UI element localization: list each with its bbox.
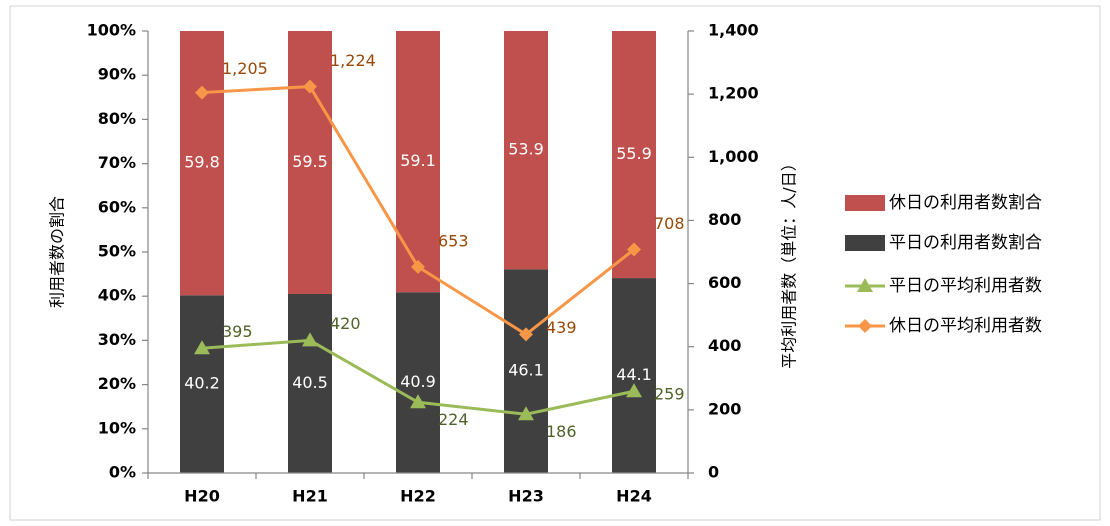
- data-label: 395: [222, 322, 253, 341]
- y2-tick-label: 1,000: [708, 147, 759, 166]
- y-tick-label: 70%: [98, 153, 136, 172]
- data-label: 708: [654, 214, 685, 233]
- chart-frame: [9, 5, 1101, 521]
- data-label: 1,205: [222, 59, 268, 78]
- y2-tick-label: 600: [708, 273, 741, 292]
- y2-tick-label: 400: [708, 336, 741, 355]
- bar-label: 59.5: [292, 152, 328, 171]
- bar: [396, 31, 440, 293]
- bar-label: 55.9: [616, 144, 652, 163]
- y2-tick-label: 1,200: [708, 84, 759, 103]
- y-tick-label: 100%: [87, 21, 136, 40]
- bar-label: 59.8: [184, 153, 220, 172]
- legend-label: 平日の利用者数割合: [889, 233, 1042, 253]
- y2-tick-label: 800: [708, 210, 741, 229]
- y-tick-label: 0%: [109, 463, 136, 482]
- legend-label: 平日の平均利用者数: [889, 276, 1042, 296]
- bar-label: 44.1: [616, 365, 652, 384]
- bar: [504, 269, 548, 473]
- marker: [410, 394, 426, 409]
- marker: [626, 383, 642, 398]
- bar: [288, 293, 332, 473]
- marker: [194, 340, 210, 355]
- x-tick-label: H23: [508, 487, 544, 506]
- data-label: 224: [438, 410, 469, 429]
- bar: [612, 31, 656, 279]
- data-label: 1,224: [330, 51, 376, 70]
- y2-tick-label: 1,400: [708, 21, 759, 40]
- y-tick-label: 40%: [98, 286, 136, 305]
- data-label: 439: [546, 318, 577, 337]
- data-label: 186: [546, 422, 577, 441]
- marker: [303, 79, 317, 94]
- bar: [180, 295, 224, 473]
- y-axis-title: 利用者数の割合: [48, 196, 67, 308]
- bar-label: 40.2: [184, 374, 220, 393]
- bar: [504, 31, 548, 270]
- y2-axis-title: 平均利用者数（単位：人/日）: [780, 155, 799, 368]
- y-tick-label: 90%: [98, 65, 136, 84]
- legend-label: 休日の平均利用者数: [889, 316, 1042, 336]
- x-tick-label: H22: [400, 487, 436, 506]
- y2-tick-label: 0: [708, 463, 719, 482]
- marker: [518, 406, 534, 421]
- bar: [288, 31, 332, 294]
- y-tick-label: 60%: [98, 197, 136, 216]
- marker: [519, 327, 533, 342]
- bar: [396, 292, 440, 473]
- y2-tick-label: 200: [708, 399, 741, 418]
- x-tick-label: H21: [292, 487, 328, 506]
- y-tick-label: 50%: [98, 242, 136, 261]
- legend-swatch: [845, 195, 885, 211]
- legend-swatch: [845, 235, 885, 251]
- data-label: 259: [654, 385, 685, 404]
- bar-label: 40.9: [400, 372, 436, 391]
- marker: [627, 242, 641, 257]
- data-label: 420: [330, 314, 361, 333]
- bar-label: 46.1: [508, 361, 544, 380]
- y-tick-label: 30%: [98, 330, 136, 349]
- bar: [180, 31, 224, 296]
- marker: [195, 85, 209, 100]
- bar-label: 40.5: [292, 373, 328, 392]
- legend-marker: [857, 278, 873, 292]
- bar-label: 59.1: [400, 151, 436, 170]
- y-tick-label: 20%: [98, 374, 136, 393]
- x-tick-label: H20: [184, 487, 220, 506]
- x-tick-label: H24: [616, 487, 652, 506]
- bar-label: 53.9: [508, 140, 544, 159]
- bar: [612, 278, 656, 473]
- marker: [302, 332, 318, 347]
- marker: [411, 259, 425, 274]
- legend-label: 休日の利用者数割合: [889, 193, 1042, 213]
- data-label: 653: [438, 231, 469, 250]
- legend-marker: [858, 319, 872, 333]
- y-tick-label: 80%: [98, 109, 136, 128]
- y-tick-label: 10%: [98, 418, 136, 437]
